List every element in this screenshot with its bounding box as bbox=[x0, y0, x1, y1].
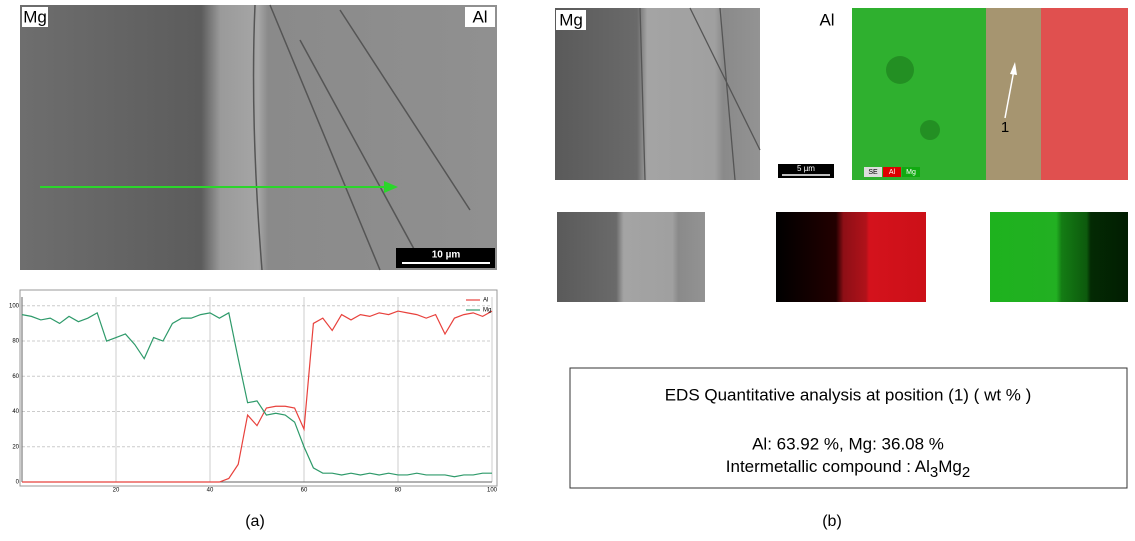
x-tick-label: 40 bbox=[207, 488, 214, 494]
data-line bbox=[22, 310, 493, 483]
caption: (b) bbox=[822, 513, 842, 530]
label-bg bbox=[465, 7, 495, 27]
sem-texture bbox=[639, 7, 761, 181]
label-bg bbox=[812, 10, 842, 30]
map-texture bbox=[886, 56, 914, 84]
legend-box bbox=[883, 167, 901, 177]
sem-thumbnail bbox=[557, 212, 705, 302]
x-tick-label: 100 bbox=[487, 488, 498, 494]
element-label: Al bbox=[472, 7, 487, 26]
element-label: Mg bbox=[559, 10, 583, 29]
point-label: 1 bbox=[1001, 119, 1009, 136]
legend-box bbox=[864, 167, 882, 177]
sem-image bbox=[555, 8, 760, 180]
mg-map-thumbnail bbox=[990, 212, 1128, 302]
y-tick-label: 100 bbox=[9, 303, 20, 309]
legend-label: Al bbox=[889, 169, 896, 176]
formula: Mg bbox=[938, 457, 962, 476]
compound-prefix: Intermetallic compound : bbox=[726, 457, 915, 476]
al-map bbox=[1041, 8, 1128, 180]
formula-sub: 3 bbox=[930, 464, 938, 481]
scale-label: 10 µm bbox=[432, 250, 461, 261]
chart-frame bbox=[19, 289, 498, 487]
formula: Al bbox=[915, 457, 930, 476]
plot: 0 20 40 60 80 100 20 40 60 80 100 Al Mg bbox=[9, 297, 498, 494]
point-arrow bbox=[1004, 69, 1015, 119]
caption: (a) bbox=[245, 513, 265, 530]
legend-label: Al bbox=[483, 298, 488, 304]
label-bg bbox=[22, 7, 48, 27]
data-line bbox=[21, 311, 492, 478]
y-tick-label: 20 bbox=[12, 444, 19, 450]
eds-title: EDS Quantitative analysis at position (1… bbox=[665, 385, 1032, 404]
scale-label: 5 µm bbox=[797, 164, 815, 173]
legend-label: SE bbox=[868, 169, 878, 176]
legend-label: Mg bbox=[483, 308, 491, 314]
x-tick-label: 20 bbox=[113, 488, 120, 494]
eds-compound: Intermetallic compound : Al3Mg2 bbox=[726, 457, 970, 480]
element-label: Mg bbox=[23, 7, 47, 26]
legend-label: Mg bbox=[906, 169, 916, 176]
mixed-map bbox=[986, 8, 1041, 180]
x-tick-label: 60 bbox=[301, 488, 308, 494]
formula-sub: 2 bbox=[962, 464, 970, 481]
sem-texture bbox=[252, 4, 471, 271]
mg-map bbox=[852, 8, 986, 180]
al-map-thumbnail bbox=[776, 212, 926, 302]
x-tick-label: 80 bbox=[395, 488, 402, 494]
element-label: Al bbox=[819, 10, 834, 29]
y-tick-label: 0 bbox=[16, 480, 20, 486]
map-texture bbox=[920, 120, 940, 140]
eds-box bbox=[569, 367, 1128, 489]
y-tick-label: 60 bbox=[12, 374, 19, 380]
arrow-head bbox=[1010, 62, 1017, 75]
arrow-head bbox=[384, 181, 398, 193]
legend-box bbox=[902, 167, 920, 177]
label-bg bbox=[556, 10, 586, 30]
y-tick-label: 80 bbox=[12, 339, 19, 345]
eds-composition: Al: 63.92 %, Mg: 36.08 % bbox=[752, 434, 944, 453]
y-tick-label: 40 bbox=[12, 409, 19, 415]
